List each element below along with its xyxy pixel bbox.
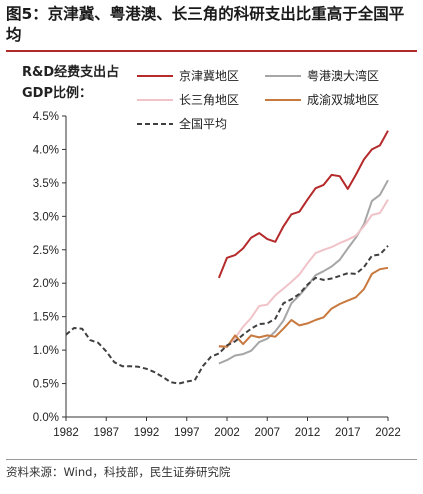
- y-tick-label: 1.0%: [33, 345, 59, 357]
- series-line-1: [218, 179, 389, 365]
- y-axis-label: R&D经费支出占GDP比例：: [22, 65, 120, 101]
- x-tick-label: 1997: [174, 427, 200, 439]
- legend-label-1: 粤港澳大湾区: [307, 68, 379, 83]
- y-tick-label: 3.5%: [33, 178, 59, 190]
- legend-label-0: 京津冀地区: [179, 69, 239, 83]
- x-tick-label: 2007: [254, 427, 280, 439]
- legend-label-2: 长三角地区: [179, 93, 239, 107]
- source-note: 资料来源：Wind，科技部，民生证券研究院: [6, 465, 231, 479]
- x-tick-label: 2017: [335, 427, 361, 439]
- x-tick-label: 2002: [214, 427, 240, 439]
- y-tick-label: 3.0%: [33, 211, 59, 223]
- y-tick-label: 0.0%: [33, 412, 59, 424]
- x-tick-label: 1982: [53, 427, 79, 439]
- series-line-3: [218, 266, 389, 348]
- y-tick-label: 2.5%: [33, 245, 59, 257]
- y-tick-label: 1.5%: [33, 312, 59, 324]
- legend-label-4: 全国平均: [179, 116, 227, 131]
- title-divider: [6, 50, 417, 52]
- source-divider: [6, 459, 417, 460]
- x-tick-label: 2022: [375, 427, 401, 439]
- y-tick-label: 0.5%: [33, 379, 59, 391]
- x-tick-label: 1987: [93, 427, 119, 439]
- y-tick-label: 4.0%: [33, 144, 59, 156]
- series-line-0: [217, 130, 389, 279]
- x-tick-label: 2012: [295, 427, 321, 439]
- chart-title: 图5：京津冀、粤港澳、长三角的科研支出比重高于全国平均: [6, 5, 405, 44]
- y-tick-label: 4.5%: [33, 111, 59, 123]
- y-tick-label: 2.0%: [33, 278, 59, 290]
- series-line-2: [218, 199, 389, 348]
- legend-label-3: 成渝双城地区: [307, 92, 379, 107]
- series-line-4: [65, 245, 389, 385]
- x-tick-label: 1992: [134, 427, 160, 439]
